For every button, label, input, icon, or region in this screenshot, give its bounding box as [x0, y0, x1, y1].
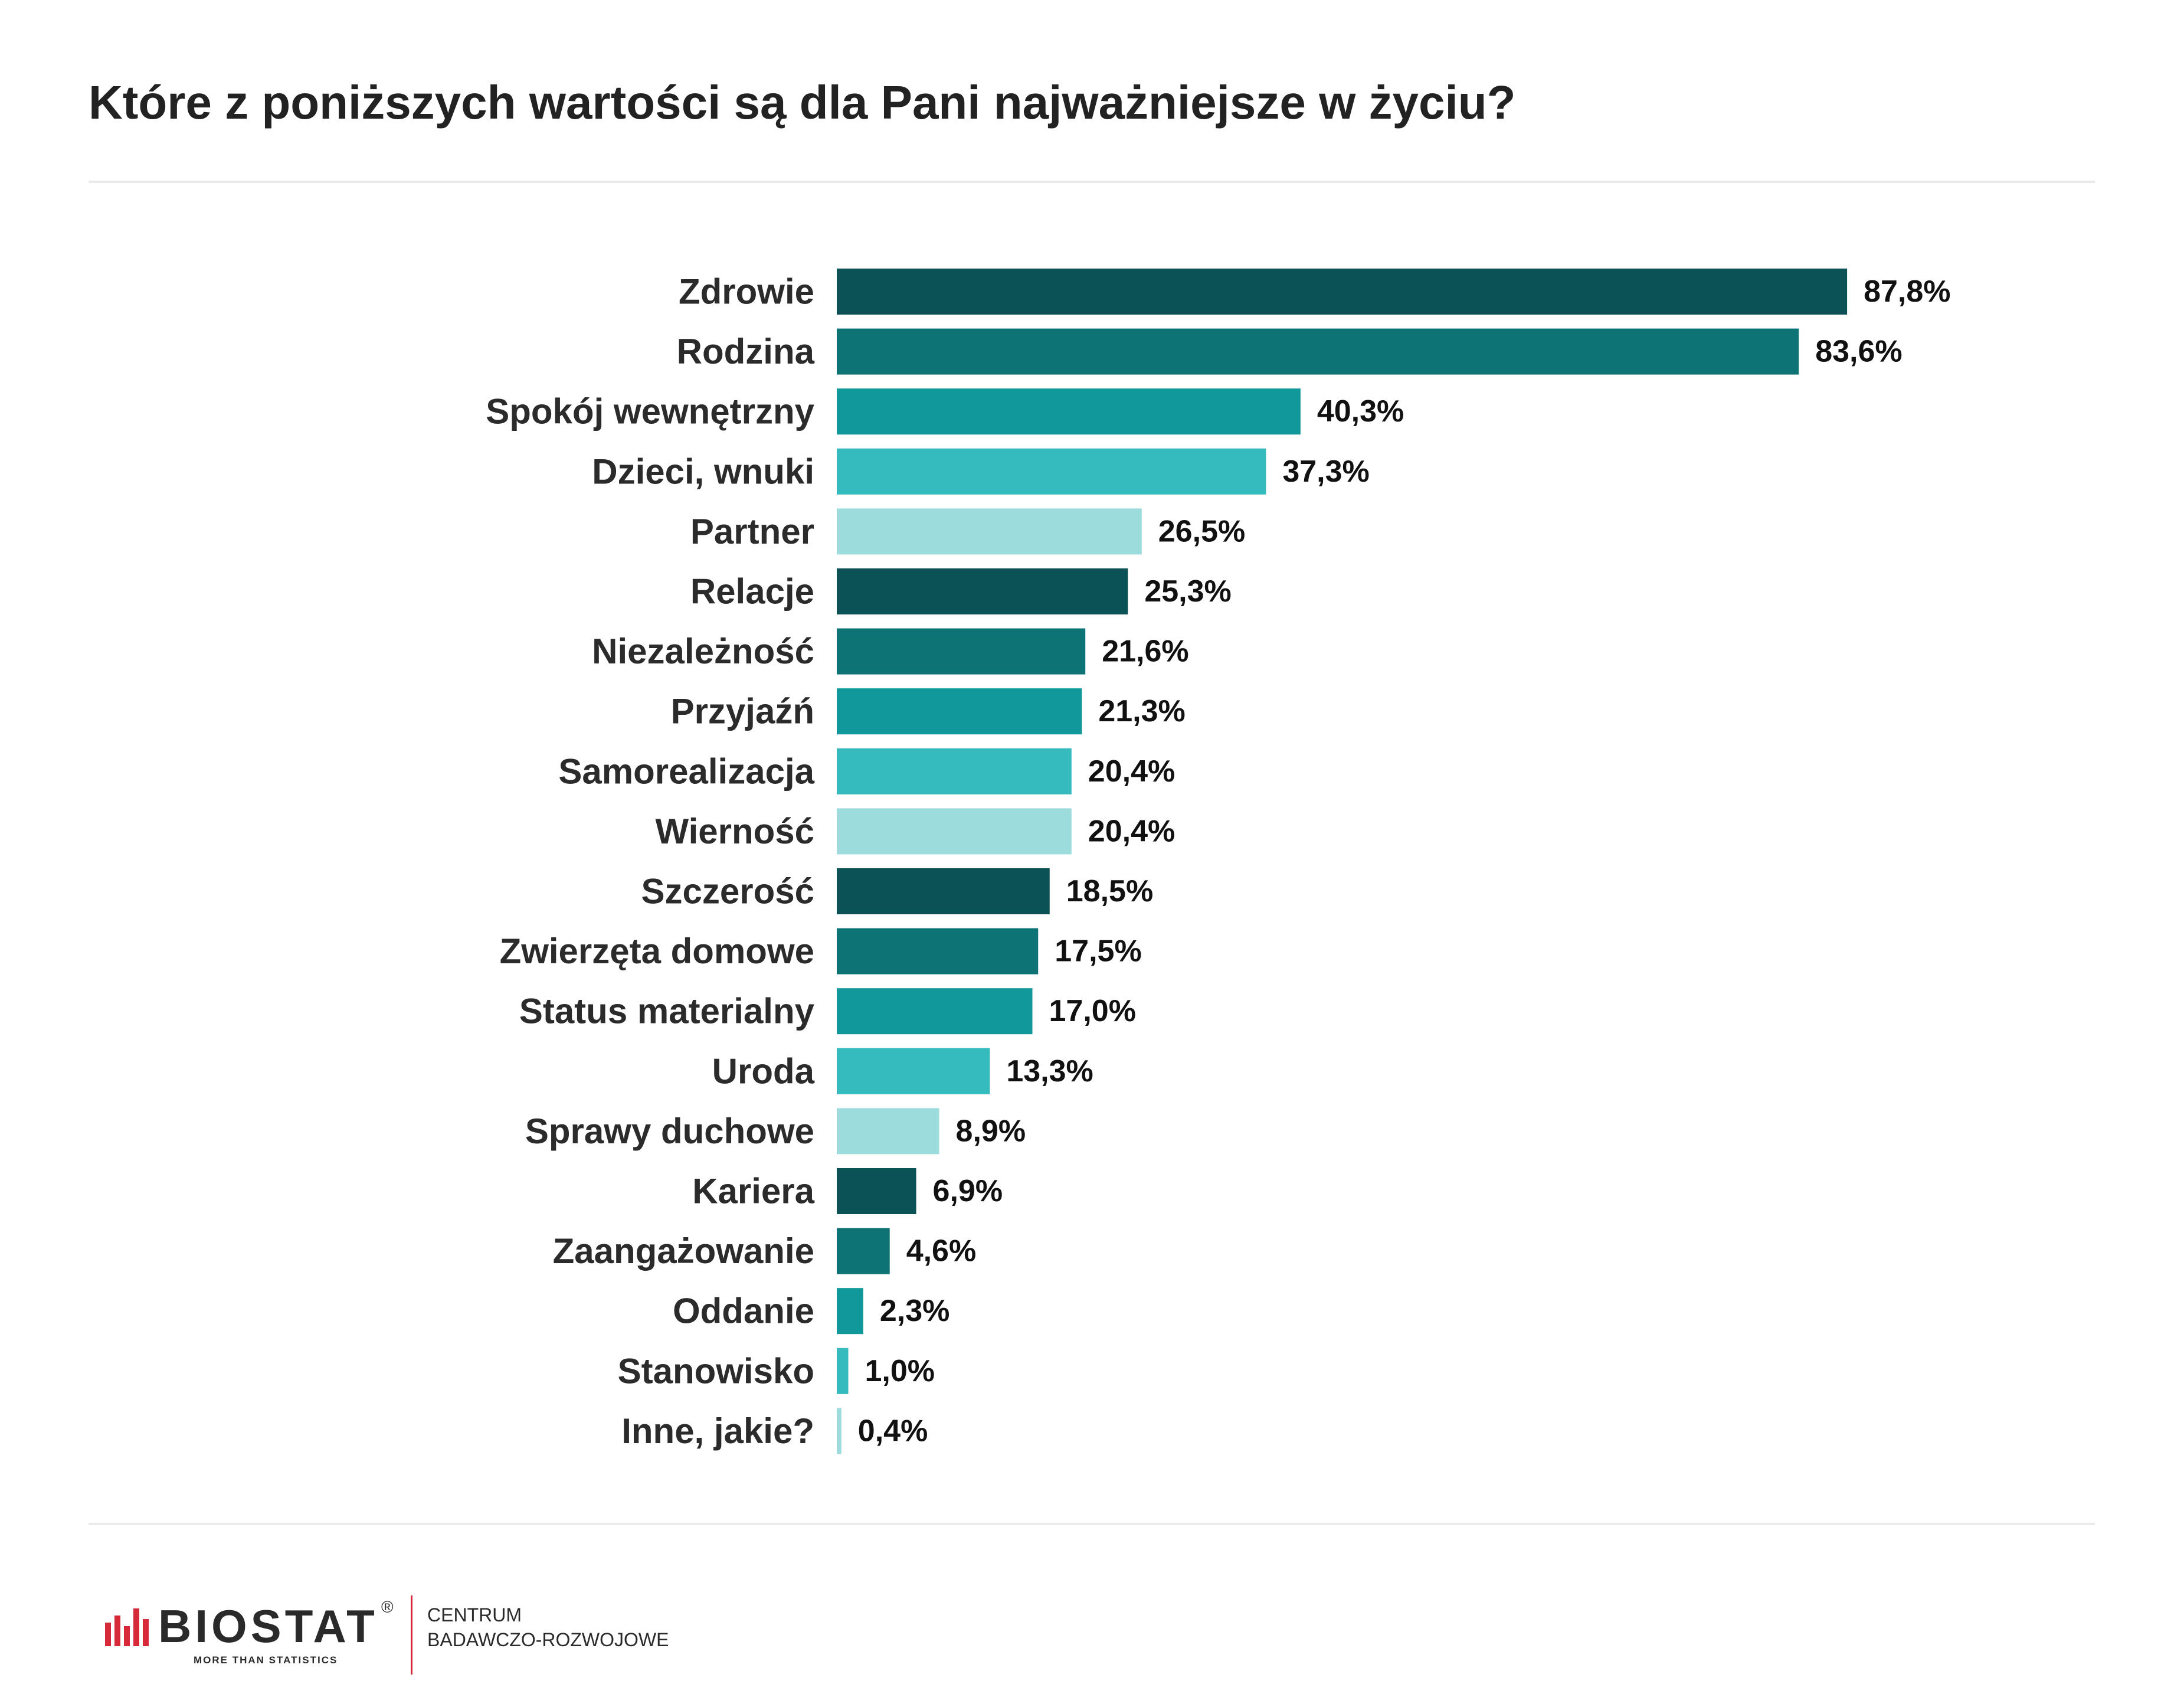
category-label-1: Zdrowie — [679, 272, 814, 312]
bar-17 — [837, 1228, 890, 1274]
category-label-2: Rodzina — [677, 332, 815, 371]
value-label-13: 17,0% — [1049, 994, 1136, 1028]
bar-5 — [837, 508, 1142, 555]
category-label-9: Samorealizacja — [558, 751, 814, 791]
value-label-15: 8,9% — [956, 1114, 1026, 1148]
logo-subtitle-line-2: BADAWCZO-ROZWOJOWE — [427, 1629, 669, 1650]
bar-11 — [837, 868, 1050, 914]
value-label-7: 21,6% — [1102, 635, 1188, 669]
bar-2 — [837, 328, 1799, 375]
category-label-16: Kariera — [692, 1172, 814, 1211]
bar-16 — [837, 1168, 916, 1214]
category-label-12: Zwierzęta domowe — [500, 931, 814, 971]
bottom-divider — [89, 1523, 2095, 1525]
logo-tagline: MORE THAN STATISTICS — [194, 1654, 338, 1666]
bar-20 — [837, 1408, 841, 1454]
value-label-18: 2,3% — [880, 1294, 950, 1328]
bars-logo-icon — [105, 1608, 149, 1646]
value-label-20: 0,4% — [858, 1414, 928, 1448]
bar-13 — [837, 988, 1033, 1035]
value-label-10: 20,4% — [1088, 814, 1175, 848]
top-divider — [89, 181, 2095, 183]
value-label-14: 13,3% — [1006, 1054, 1093, 1088]
bar-15 — [837, 1108, 939, 1155]
registered-mark: ® — [381, 1598, 394, 1616]
logo-divider — [411, 1595, 412, 1675]
category-label-20: Inne, jakie? — [621, 1411, 814, 1451]
value-label-4: 37,3% — [1282, 454, 1369, 489]
category-label-18: Oddanie — [673, 1291, 814, 1331]
value-label-3: 40,3% — [1317, 394, 1404, 429]
chart-title: Które z poniższych wartości są dla Pani … — [89, 76, 1516, 129]
category-label-13: Status materialny — [519, 992, 815, 1031]
category-label-7: Niezależność — [592, 632, 814, 671]
category-label-4: Dzieci, wnuki — [592, 452, 814, 491]
bar-18 — [837, 1288, 863, 1335]
category-label-3: Spokój wewnętrzny — [486, 392, 814, 431]
logo-name: BIOSTAT — [158, 1600, 378, 1652]
category-label-5: Partner — [690, 512, 814, 551]
value-label-2: 83,6% — [1815, 335, 1902, 369]
value-label-9: 20,4% — [1088, 754, 1175, 789]
value-label-8: 21,3% — [1098, 694, 1185, 728]
value-label-12: 17,5% — [1055, 934, 1141, 969]
bar-12 — [837, 928, 1039, 975]
bar-9 — [837, 748, 1072, 794]
logo-subtitle: CENTRUM BADAWCZO-ROZWOJOWE — [427, 1603, 669, 1652]
value-label-6: 25,3% — [1144, 574, 1231, 609]
category-label-8: Przyjaźń — [671, 692, 814, 731]
value-label-11: 18,5% — [1066, 874, 1153, 908]
bar-6 — [837, 568, 1128, 614]
bar-19 — [837, 1348, 849, 1394]
bar-8 — [837, 688, 1082, 735]
value-label-16: 6,9% — [933, 1174, 1003, 1208]
category-label-10: Wierność — [655, 812, 814, 851]
bar-10 — [837, 808, 1072, 855]
value-label-19: 1,0% — [865, 1354, 935, 1388]
bar-1 — [837, 269, 1848, 315]
category-label-6: Relacje — [690, 572, 814, 611]
bar-3 — [837, 388, 1301, 435]
value-label-5: 26,5% — [1158, 514, 1245, 548]
value-label-1: 87,8% — [1864, 274, 1950, 309]
category-label-19: Stanowisko — [618, 1351, 814, 1391]
category-label-15: Sprawy duchowe — [525, 1111, 814, 1151]
logo-subtitle-line-1: CENTRUM — [427, 1604, 522, 1626]
category-label-17: Zaangażowanie — [553, 1231, 814, 1271]
value-label-17: 4,6% — [906, 1234, 977, 1268]
bar-4 — [837, 448, 1266, 495]
bar-14 — [837, 1048, 990, 1094]
category-label-11: Szczerość — [641, 872, 815, 911]
bar-7 — [837, 628, 1086, 675]
category-label-14: Uroda — [712, 1051, 815, 1091]
